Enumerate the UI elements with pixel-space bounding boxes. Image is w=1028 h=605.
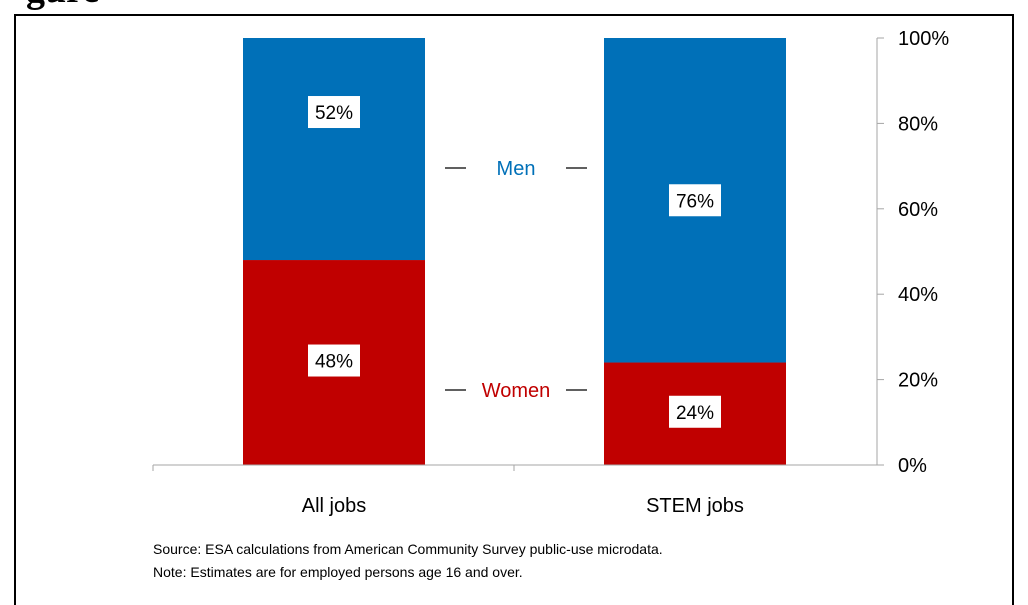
data-label-box-1-1 [669, 184, 721, 217]
data-label-box-0-1 [669, 395, 721, 428]
data-label-1-1: 76% [676, 191, 714, 212]
source-note: Source: ESA calculations from American C… [153, 541, 663, 557]
data-label-0-0: 48% [315, 352, 353, 373]
estimate-note: Note: Estimates are for employed persons… [153, 564, 523, 580]
data-label-box-0-0 [308, 344, 360, 377]
y-tick-label-4: 80% [898, 113, 938, 135]
axis-layer: 0% 20% 40% 60% 80% 100% [152, 28, 949, 477]
bars-layer [243, 38, 786, 465]
data-label-box-1-0 [308, 96, 360, 129]
category-label-0: All jobs [302, 495, 366, 517]
data-label-1-0: 52% [315, 103, 353, 124]
y-tick-label-0: 0% [898, 455, 927, 477]
category-label-1: STEM jobs [646, 495, 744, 517]
legend-label-men: Men [497, 158, 536, 180]
y-tick-label-3: 60% [898, 199, 938, 221]
y-tick-label-2: 40% [898, 284, 938, 306]
labels-layer: All jobs STEM jobs 48% 52% 24% 76% Women Men [302, 96, 744, 517]
bar-men-0 [243, 38, 425, 261]
data-label-0-1: 24% [676, 403, 714, 424]
figure-title: gure [26, 0, 99, 12]
y-tick-label-5: 100% [898, 28, 949, 50]
figure-frame [14, 14, 1014, 605]
figure-title-strip: gure [0, 0, 1028, 12]
y-tick-label-1: 20% [898, 370, 938, 392]
legend-label-women: Women [482, 380, 551, 402]
